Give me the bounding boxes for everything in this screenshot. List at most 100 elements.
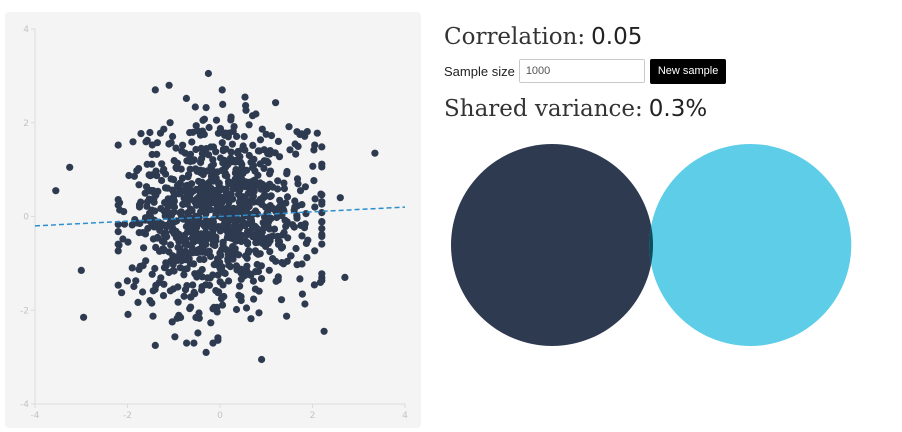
- scatter-plot: -4 -2 0 2 4 4 2 0 -2 -4: [20, 25, 408, 421]
- scatter-point: [188, 138, 196, 146]
- scatter-point: [151, 341, 159, 349]
- scatter-point: [245, 121, 253, 129]
- scatter-point: [190, 235, 198, 243]
- scatter-point: [160, 280, 168, 288]
- scatter-point: [181, 240, 189, 248]
- scatter-point: [285, 123, 293, 131]
- scatter-point: [291, 140, 299, 148]
- scatter-point: [290, 206, 298, 214]
- scatter-point: [227, 113, 235, 121]
- y-tick-label: 0: [23, 213, 29, 223]
- y-tick-label: 2: [23, 119, 29, 129]
- scatter-point: [199, 167, 207, 175]
- scatter-point: [301, 300, 309, 308]
- scatter-point: [193, 199, 201, 207]
- scatter-point: [256, 160, 264, 168]
- scatter-point: [206, 206, 214, 214]
- scatter-point: [209, 235, 217, 243]
- scatter-point: [250, 295, 258, 303]
- scatter-point: [223, 172, 231, 180]
- scatter-point: [309, 162, 317, 170]
- scatter-point: [320, 327, 328, 335]
- scatter-point: [371, 149, 379, 157]
- scatter-point: [232, 262, 241, 270]
- scatter-point: [158, 160, 166, 168]
- scatter-point: [169, 132, 177, 141]
- scatter-point: [226, 205, 234, 213]
- scatter-point: [274, 177, 282, 185]
- scatter-point: [140, 244, 148, 252]
- scatter-point: [293, 214, 301, 222]
- scatter-point: [190, 260, 198, 268]
- scatter-point: [204, 219, 212, 227]
- scatter-point: [181, 149, 189, 157]
- scatter-point: [244, 240, 252, 248]
- scatter-point: [318, 240, 326, 248]
- correlation-value: 0.05: [591, 24, 643, 50]
- scatter-point: [202, 201, 210, 209]
- scatter-point: [130, 172, 138, 180]
- scatter-point: [266, 193, 274, 201]
- scatter-point: [192, 313, 200, 322]
- scatter-point: [216, 249, 224, 257]
- scatter-point: [148, 270, 156, 278]
- sample-size-input[interactable]: [518, 59, 645, 83]
- scatter-point: [186, 165, 194, 173]
- scatter-point: [252, 239, 260, 247]
- shared-variance-heading: Shared variance: 0.3%: [444, 96, 707, 122]
- scatter-point: [231, 156, 240, 165]
- scatter-point: [229, 185, 237, 193]
- scatter-point: [318, 200, 326, 208]
- scatter-point: [200, 115, 208, 123]
- scatter-point: [118, 289, 126, 297]
- scatter-point: [172, 144, 180, 152]
- scatter-point: [177, 313, 185, 322]
- scatter-point: [265, 266, 273, 274]
- scatter-point: [135, 181, 143, 189]
- correlation-heading: Correlation: 0.05: [444, 24, 642, 50]
- scatter-point: [77, 266, 85, 274]
- scatter-point: [310, 177, 318, 185]
- scatter-point: [214, 289, 222, 297]
- scatter-point: [316, 278, 324, 286]
- scatter-point: [249, 161, 258, 170]
- scatter-point: [177, 235, 185, 244]
- scatter-point: [227, 148, 235, 156]
- scatter-point: [148, 150, 156, 159]
- scatter-point: [336, 194, 344, 202]
- scatter-point: [132, 277, 140, 285]
- scatter-point: [135, 203, 144, 211]
- scatter-point: [257, 275, 266, 283]
- scatter-point: [168, 318, 176, 326]
- scatter-point: [216, 265, 224, 273]
- scatter-point: [280, 179, 288, 187]
- scatter-point: [232, 305, 241, 314]
- scatter-point: [274, 137, 282, 145]
- scatter-point: [283, 170, 291, 178]
- scatter-point: [270, 225, 279, 233]
- scatter-point: [193, 273, 201, 281]
- scatter-point: [236, 282, 244, 290]
- scatter-point: [124, 310, 132, 318]
- scatter-plot-panel: -4 -2 0 2 4 4 2 0 -2 -4: [5, 12, 421, 428]
- scatter-point: [219, 100, 227, 108]
- scatter-point: [267, 132, 276, 140]
- scatter-point: [192, 122, 200, 130]
- scatter-point: [241, 252, 250, 260]
- scatter-point: [163, 184, 172, 192]
- scatter-point: [318, 232, 326, 240]
- scatter-point: [272, 99, 280, 107]
- scatter-point: [114, 247, 122, 255]
- scatter-point: [292, 244, 300, 253]
- new-sample-button[interactable]: New sample: [649, 58, 727, 84]
- scatter-point: [134, 298, 142, 306]
- scatter-point: [296, 187, 305, 195]
- scatter-point: [125, 171, 133, 180]
- scatter-point: [187, 293, 195, 301]
- scatter-point: [66, 163, 74, 171]
- scatter-point: [247, 315, 255, 323]
- scatter-point: [162, 170, 170, 178]
- scatter-point: [194, 329, 202, 337]
- scatter-point: [151, 285, 159, 293]
- scatter-point: [176, 244, 184, 253]
